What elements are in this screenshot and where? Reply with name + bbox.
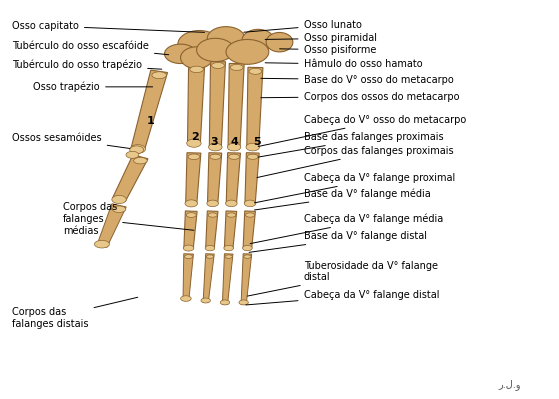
Polygon shape (186, 153, 201, 203)
Ellipse shape (130, 145, 145, 153)
Ellipse shape (94, 240, 110, 248)
Ellipse shape (187, 139, 201, 147)
Ellipse shape (220, 300, 230, 305)
Polygon shape (245, 153, 259, 203)
Ellipse shape (112, 196, 126, 203)
Ellipse shape (206, 255, 214, 258)
Ellipse shape (207, 27, 245, 50)
Ellipse shape (186, 213, 196, 217)
Polygon shape (187, 65, 205, 143)
Polygon shape (207, 153, 222, 203)
Text: Tubérculo do osso trapézio: Tubérculo do osso trapézio (12, 59, 162, 69)
Ellipse shape (226, 200, 237, 207)
Text: 3: 3 (210, 137, 218, 147)
Polygon shape (206, 211, 218, 248)
Ellipse shape (230, 64, 243, 70)
Ellipse shape (184, 255, 193, 259)
Text: Cabeça da V° falange proximal: Cabeça da V° falange proximal (254, 173, 455, 203)
Ellipse shape (239, 300, 248, 305)
Ellipse shape (266, 32, 293, 52)
Polygon shape (113, 155, 148, 201)
Text: Tubérculo do osso escafóide: Tubérculo do osso escafóide (12, 41, 169, 55)
Text: ر.ل.و: ر.ل.و (498, 379, 521, 390)
Text: Osso piramidal: Osso piramidal (265, 33, 377, 43)
Text: Osso capitato: Osso capitato (12, 21, 205, 32)
Text: 2: 2 (191, 132, 199, 142)
Text: Ossos sesamóides: Ossos sesamóides (12, 133, 131, 148)
Ellipse shape (242, 30, 274, 51)
Text: 1: 1 (146, 116, 154, 126)
Text: Base da V° falange distal: Base da V° falange distal (249, 231, 427, 252)
Ellipse shape (210, 154, 221, 159)
Text: 5: 5 (253, 137, 260, 147)
Ellipse shape (226, 40, 269, 64)
Polygon shape (131, 70, 168, 150)
Ellipse shape (207, 200, 219, 207)
Text: Corpos das
falanges
médias: Corpos das falanges médias (63, 202, 194, 235)
Text: Base do V° osso do metacarpo: Base do V° osso do metacarpo (261, 75, 453, 85)
Ellipse shape (201, 298, 210, 303)
Text: Osso trapézio: Osso trapézio (34, 82, 153, 92)
Text: Osso lunato: Osso lunato (244, 20, 362, 32)
Text: Tuberosidade da V° falange
distal: Tuberosidade da V° falange distal (248, 261, 438, 296)
Polygon shape (97, 204, 126, 247)
Text: Corpos das falanges proximais: Corpos das falanges proximais (257, 146, 453, 178)
Text: Corpos dos ossos do metacarpo: Corpos dos ossos do metacarpo (261, 91, 459, 102)
Ellipse shape (244, 200, 256, 207)
Polygon shape (228, 63, 244, 147)
Ellipse shape (249, 68, 262, 74)
Ellipse shape (178, 30, 221, 58)
Ellipse shape (188, 154, 200, 160)
Ellipse shape (130, 146, 144, 154)
Ellipse shape (208, 213, 217, 217)
Ellipse shape (205, 245, 215, 251)
Polygon shape (183, 254, 193, 300)
Ellipse shape (185, 200, 197, 207)
Ellipse shape (212, 63, 224, 69)
Text: Hâmulo do osso hamato: Hâmulo do osso hamato (265, 59, 422, 69)
Ellipse shape (183, 245, 194, 251)
Polygon shape (184, 211, 197, 248)
Ellipse shape (152, 72, 167, 79)
Text: Osso pisiforme: Osso pisiforme (280, 45, 376, 55)
Text: Cabeça do V° osso do metacarpo: Cabeça do V° osso do metacarpo (258, 115, 466, 146)
Ellipse shape (224, 245, 234, 251)
Ellipse shape (244, 255, 251, 258)
Ellipse shape (112, 206, 126, 213)
Ellipse shape (227, 213, 236, 217)
Ellipse shape (225, 255, 233, 258)
Ellipse shape (229, 154, 239, 159)
Polygon shape (226, 153, 240, 203)
Polygon shape (241, 254, 252, 304)
Polygon shape (243, 211, 255, 248)
Ellipse shape (247, 154, 258, 159)
Text: Cabeça da V° falange média: Cabeça da V° falange média (250, 214, 443, 244)
Text: 4: 4 (230, 137, 238, 147)
Ellipse shape (228, 143, 241, 151)
Polygon shape (247, 67, 263, 147)
Ellipse shape (245, 213, 255, 217)
Text: Base da V° falange média: Base da V° falange média (254, 188, 430, 210)
Ellipse shape (197, 38, 234, 61)
Ellipse shape (181, 47, 212, 69)
Text: Base das falanges proximais: Base das falanges proximais (258, 132, 443, 157)
Polygon shape (224, 211, 236, 248)
Polygon shape (222, 254, 233, 304)
Ellipse shape (209, 143, 222, 151)
Ellipse shape (243, 245, 252, 251)
Ellipse shape (134, 158, 147, 164)
Ellipse shape (246, 143, 259, 151)
Ellipse shape (190, 66, 203, 73)
Text: Corpos das
falanges distais: Corpos das falanges distais (12, 297, 138, 329)
Ellipse shape (126, 151, 139, 158)
Ellipse shape (164, 44, 197, 63)
Polygon shape (203, 254, 214, 302)
Polygon shape (209, 61, 225, 147)
Text: Cabeça da V° falange distal: Cabeça da V° falange distal (246, 290, 439, 305)
Ellipse shape (181, 296, 191, 301)
